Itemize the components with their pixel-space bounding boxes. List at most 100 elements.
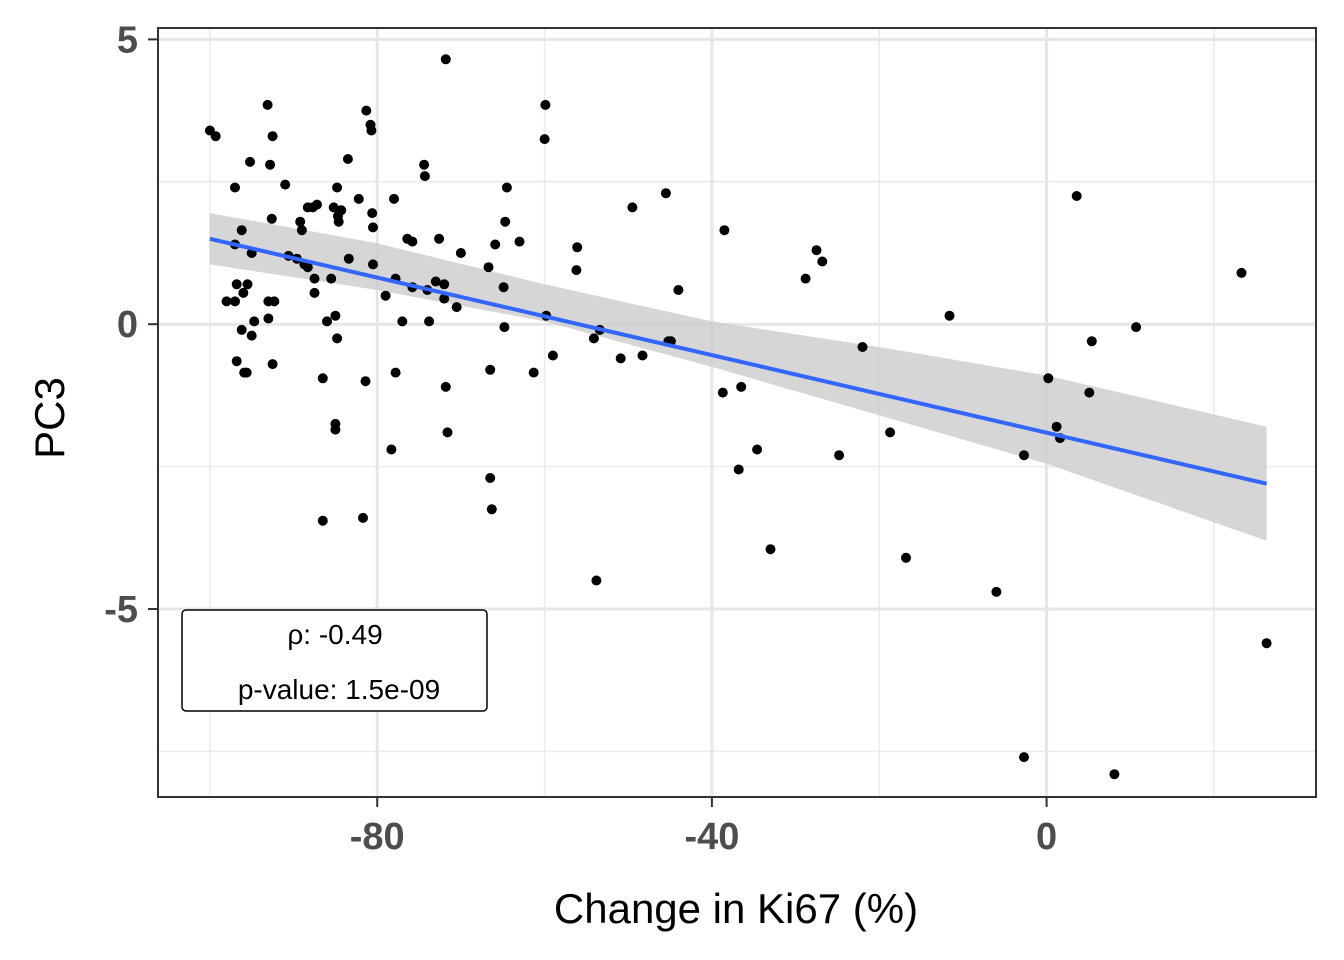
data-point xyxy=(637,350,648,361)
data-point xyxy=(407,236,418,247)
major-gridlines xyxy=(158,28,1316,797)
confidence-band xyxy=(209,213,1267,541)
data-point xyxy=(332,333,343,344)
data-point xyxy=(627,202,638,213)
data-point xyxy=(242,279,253,290)
data-point xyxy=(1236,267,1247,278)
data-point xyxy=(944,310,955,321)
data-point xyxy=(442,427,453,438)
data-point xyxy=(1261,638,1272,649)
data-point xyxy=(733,464,744,475)
data-point xyxy=(358,512,368,523)
data-point xyxy=(499,322,510,333)
data-point xyxy=(342,154,353,164)
data-point xyxy=(263,313,274,324)
data-point xyxy=(539,134,550,145)
data-point xyxy=(397,316,408,327)
data-point xyxy=(368,259,378,270)
data-point xyxy=(302,262,313,273)
data-point xyxy=(490,239,501,250)
data-point xyxy=(719,225,730,236)
data-point xyxy=(1086,336,1097,347)
data-point xyxy=(857,342,868,352)
data-point xyxy=(673,285,684,295)
data-point xyxy=(486,504,497,515)
data-point xyxy=(615,353,626,364)
x-tick-label: -80 xyxy=(350,816,405,858)
data-point xyxy=(572,242,583,253)
x-tick-label: 0 xyxy=(1036,816,1057,858)
data-point xyxy=(328,202,339,213)
data-point xyxy=(1043,373,1054,384)
data-point xyxy=(380,290,391,301)
data-point xyxy=(317,515,328,526)
data-point xyxy=(333,216,344,227)
data-point xyxy=(336,205,347,216)
data-point xyxy=(540,99,551,110)
data-point xyxy=(238,287,249,298)
data-point xyxy=(485,473,496,483)
data-point xyxy=(717,387,728,398)
data-point xyxy=(231,356,242,367)
y-axis-title: PC3 xyxy=(26,377,73,459)
data-point xyxy=(591,575,602,586)
annotation-frame xyxy=(181,609,488,712)
data-point xyxy=(834,450,845,461)
data-point xyxy=(439,279,450,290)
data-point xyxy=(246,330,257,341)
data-point xyxy=(528,367,539,378)
x-tick-label: -40 xyxy=(684,816,739,858)
x-axis-title: Change in Ki67 (%) xyxy=(554,885,918,932)
data-point xyxy=(368,222,378,233)
data-point xyxy=(660,188,671,199)
data-point xyxy=(309,273,320,284)
data-point xyxy=(230,296,240,307)
data-point xyxy=(430,276,441,287)
data-point xyxy=(230,182,240,193)
data-point xyxy=(1019,752,1029,763)
data-point xyxy=(389,193,399,204)
data-point xyxy=(236,324,247,335)
data-point xyxy=(330,310,341,321)
data-point xyxy=(451,302,462,313)
data-point xyxy=(249,316,260,327)
data-point xyxy=(901,552,911,563)
data-point xyxy=(440,54,451,65)
data-point xyxy=(386,444,397,455)
trend-line-layer xyxy=(209,236,1268,486)
data-point xyxy=(885,427,896,438)
data-point xyxy=(1131,322,1142,333)
data-point xyxy=(312,199,322,210)
data-point xyxy=(571,265,582,276)
data-point xyxy=(366,125,377,136)
data-point xyxy=(241,367,252,378)
data-point xyxy=(332,182,343,193)
data-point xyxy=(514,236,525,247)
data-point xyxy=(390,367,401,378)
data-point xyxy=(736,381,747,392)
data-point xyxy=(439,293,450,304)
data-points-layer xyxy=(204,54,1272,780)
data-point xyxy=(424,316,435,327)
annotation-rho: ρ: -0.49 xyxy=(287,619,382,650)
data-point xyxy=(547,350,558,361)
data-point xyxy=(485,364,496,375)
data-point xyxy=(265,159,276,170)
data-point xyxy=(322,316,332,327)
data-point xyxy=(267,359,278,370)
data-point xyxy=(588,333,599,344)
confidence-band-layer xyxy=(209,213,1267,541)
data-point xyxy=(419,171,430,182)
data-point xyxy=(501,182,512,193)
data-point xyxy=(367,208,378,219)
data-point xyxy=(210,131,221,142)
data-point xyxy=(296,225,307,236)
data-point xyxy=(811,245,822,256)
data-point xyxy=(309,287,320,298)
data-point xyxy=(498,282,509,293)
data-point xyxy=(500,216,511,227)
trend-line xyxy=(209,236,1268,486)
data-point xyxy=(245,156,255,167)
data-point xyxy=(419,159,430,170)
